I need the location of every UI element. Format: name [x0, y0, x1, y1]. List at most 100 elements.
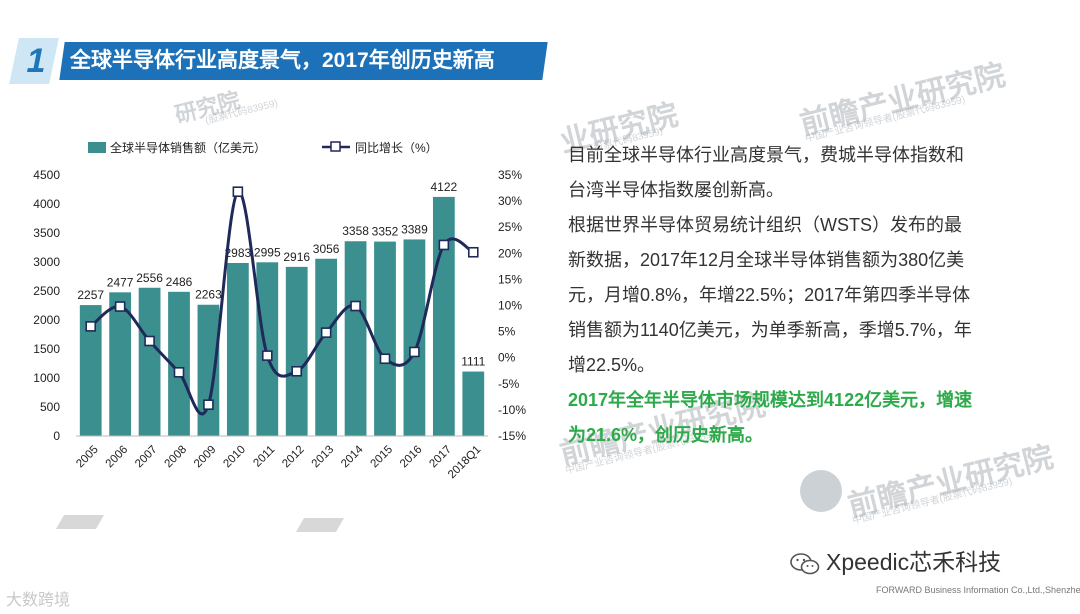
x-tick-label: 2013 [310, 444, 337, 471]
left-tick-label: 2500 [33, 284, 60, 298]
legend-line-marker [330, 141, 341, 152]
left-axis: 0 500 1000 1500 2000 2500 3000 3500 4000 4500 [33, 168, 60, 443]
decor-shape-mid [295, 518, 345, 532]
bar [138, 287, 161, 436]
growth-line-series [85, 186, 479, 416]
footer-company: FORWARD Business Information Co.,Ltd.,Sh… [876, 585, 1080, 595]
right-tick-label: -5% [498, 377, 520, 391]
growth-point [261, 350, 273, 361]
bar [403, 239, 426, 436]
right-tick-label: 15% [498, 272, 522, 286]
bar [344, 241, 367, 436]
header-number: 1 [26, 42, 46, 80]
bar-value-label: 2477 [107, 275, 134, 289]
bar [79, 305, 102, 436]
right-tick-label: -15% [498, 429, 526, 443]
right-tick-label: -10% [498, 403, 526, 417]
x-tick-label: 2010 [221, 444, 248, 471]
bar [256, 262, 279, 436]
growth-point [467, 246, 479, 258]
bar-value-label: 1111 [461, 355, 485, 369]
right-tick-label: 25% [498, 220, 522, 234]
bar-value-label: 3056 [313, 242, 340, 256]
decor-shape-left [55, 515, 105, 529]
x-axis: 2005 2006 2007 2008 2009 2010 2011 2012 2013 2014… [74, 435, 488, 481]
bar-value-label: 3389 [401, 222, 428, 236]
bar-value-label: 2556 [136, 271, 163, 285]
left-tick-label: 2000 [33, 313, 60, 327]
growth-point [409, 346, 420, 358]
wechat-icon [790, 553, 820, 575]
left-tick-label: 0 [53, 429, 60, 443]
bar [197, 304, 220, 436]
left-tick-label: 3500 [33, 226, 60, 240]
bar-value-label: 3358 [342, 224, 369, 238]
x-tick-label: 2007 [133, 444, 160, 471]
bar-value-label: 4122 [431, 180, 458, 194]
x-tick-label: 2012 [280, 444, 307, 471]
growth-point [203, 399, 214, 410]
description-highlight: 2017年全年半导体市场规模达到4122亿美元，增速为21.6%，创历史新高。 [568, 390, 973, 445]
bar-series [79, 196, 485, 436]
right-tick-label: 5% [498, 325, 516, 339]
bar [462, 371, 485, 436]
description-text: 目前全球半导体行业高度景气，费城半导体指数和台湾半导体指数屡创新高。 根据世界半… [568, 138, 978, 453]
x-tick-label: 2009 [192, 444, 219, 471]
growth-point [85, 321, 97, 332]
bar [315, 258, 338, 436]
growth-point [144, 335, 155, 347]
bar [285, 266, 308, 436]
x-tick-label: 2011 [251, 444, 277, 470]
right-tick-label: 20% [498, 246, 522, 260]
watermark-logo-icon [800, 470, 842, 512]
description-para-2: 根据世界半导体贸易统计组织（WSTS）发布的最新数据，2017年12月全球半导体… [568, 215, 972, 375]
wechat-name: Xpeedic芯禾科技 [826, 549, 1002, 575]
left-tick-label: 500 [40, 400, 60, 414]
bar-value-label: 2486 [166, 275, 193, 289]
bar-value-label: 2983 [225, 246, 252, 260]
sales-growth-chart: 全球半导体销售额（亿美元） 同比增长（%） 0 500 1000 1500 2000 25… [33, 140, 526, 481]
bar [109, 292, 132, 436]
wechat-account: Xpeedic芯禾科技 [790, 545, 1001, 579]
x-tick-label: 2018Q1 [446, 444, 483, 481]
x-tick-label: 2017 [427, 444, 454, 471]
legend-line-label: 同比增长（%） [355, 141, 438, 155]
right-tick-label: 30% [498, 194, 522, 208]
bar-value-label: 2257 [77, 288, 104, 302]
header-title: 全球半导体行业高度景气，2017年创历史新高 [70, 49, 495, 72]
bar-value-label: 2916 [283, 250, 310, 264]
bar-value-label: 2995 [254, 245, 281, 259]
growth-point [379, 353, 391, 365]
x-tick-label: 2014 [339, 443, 366, 470]
x-tick-label: 2005 [74, 444, 101, 471]
bar [432, 196, 455, 436]
footer-left-mark: 大数跨境 [6, 592, 71, 609]
left-tick-label: 4000 [33, 197, 60, 211]
growth-point [173, 367, 185, 378]
x-tick-label: 2015 [369, 444, 396, 471]
growth-point [438, 239, 450, 251]
growth-point [320, 327, 332, 338]
growth-point [291, 365, 303, 377]
legend-bar-label: 全球半导体销售额（亿美元） [110, 140, 266, 155]
right-tick-label: 35% [498, 168, 522, 182]
left-tick-label: 1000 [33, 371, 60, 385]
x-tick-label: 2016 [398, 444, 425, 471]
legend-bar-swatch [88, 142, 106, 153]
bar [226, 262, 249, 436]
left-tick-label: 4500 [33, 168, 60, 182]
bar [374, 241, 396, 436]
slide-header: 1 全球半导体行业高度景气，2017年创历史新高 [0, 38, 548, 84]
x-tick-label: 2008 [163, 444, 190, 471]
growth-point [232, 186, 244, 198]
bar-value-label: 2263 [195, 288, 222, 302]
bar-value-label: 3352 [372, 225, 399, 239]
chart-legend: 全球半导体销售额（亿美元） 同比增长（%） [88, 140, 438, 155]
left-tick-label: 3000 [33, 255, 60, 269]
x-tick-label: 2006 [104, 444, 131, 471]
left-tick-label: 1500 [33, 342, 60, 356]
right-tick-label: 0% [498, 351, 516, 365]
description-para-1: 目前全球半导体行业高度景气，费城半导体指数和台湾半导体指数屡创新高。 [568, 145, 964, 200]
right-axis: -15% -10% -5% 0% 5% 10% 15% 20% 25% 30% 35% [498, 168, 526, 443]
